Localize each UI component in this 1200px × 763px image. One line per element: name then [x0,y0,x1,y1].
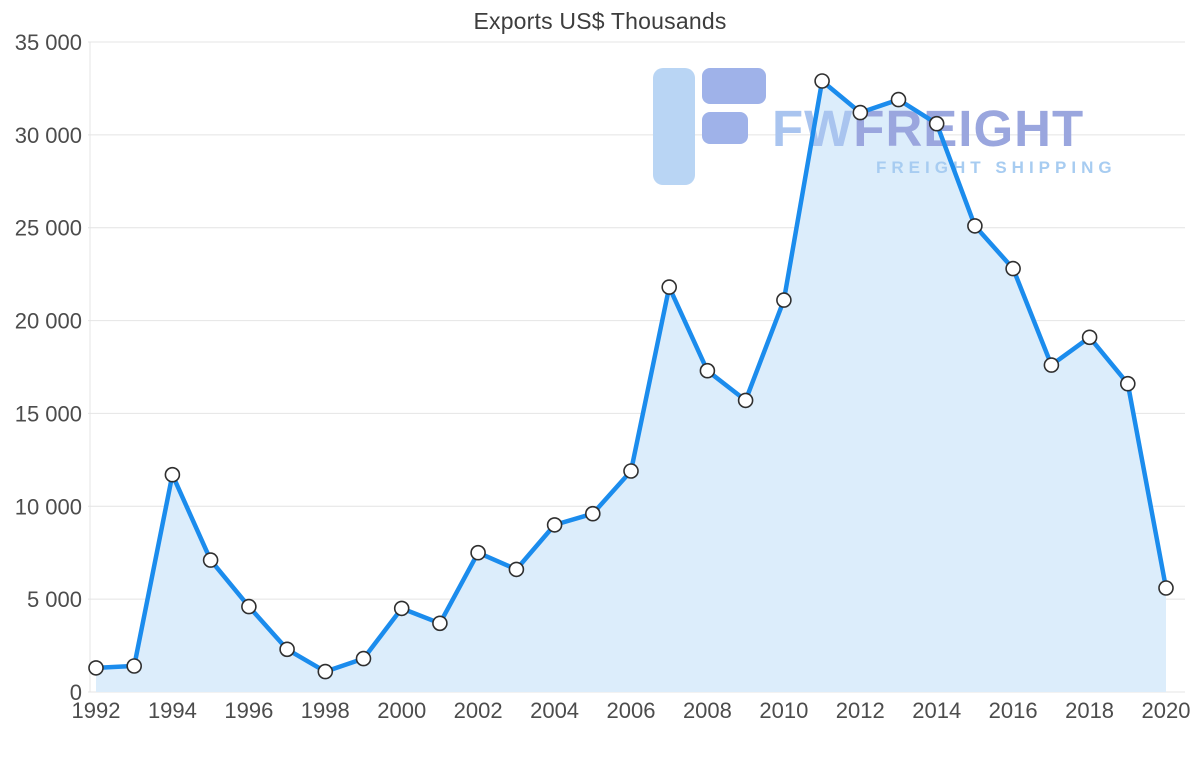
svg-text:1994: 1994 [148,698,197,723]
svg-text:2008: 2008 [683,698,732,723]
series-markers [88,73,1174,680]
watermark-tagline: FREIGHT SHIPPING [876,158,1117,177]
svg-text:0: 0 [70,680,82,705]
svg-text:5 000: 5 000 [27,587,82,612]
svg-text:1992: 1992 [72,698,121,723]
svg-text:35 000: 35 000 [15,30,82,55]
gridlines [88,41,1185,693]
svg-text:2020: 2020 [1142,698,1191,723]
svg-text:20 000: 20 000 [15,309,82,334]
watermark: FWFREIGHT FREIGHT SHIPPING [653,68,1117,185]
svg-text:1996: 1996 [224,698,273,723]
area-fill [96,81,1166,692]
svg-text:2006: 2006 [607,698,656,723]
svg-text:30 000: 30 000 [15,123,82,148]
chart-title: Exports US$ Thousands [473,8,727,34]
axis-labels: 0 5 000 10 000 15 000 20 000 25 000 30 000 35 0… [15,30,1191,723]
svg-text:2002: 2002 [454,698,503,723]
svg-text:2018: 2018 [1065,698,1114,723]
svg-text:2016: 2016 [989,698,1038,723]
svg-text:2000: 2000 [377,698,426,723]
fwfreight-logo-icon [653,68,766,185]
brand-rest: FREIGHT [853,100,1084,157]
svg-text:2014: 2014 [912,698,961,723]
svg-text:1998: 1998 [301,698,350,723]
svg-text:2010: 2010 [759,698,808,723]
svg-text:10 000: 10 000 [15,494,82,519]
svg-text:2012: 2012 [836,698,885,723]
svg-text:15 000: 15 000 [15,401,82,426]
svg-text:2004: 2004 [530,698,579,723]
svg-text:25 000: 25 000 [15,216,82,241]
